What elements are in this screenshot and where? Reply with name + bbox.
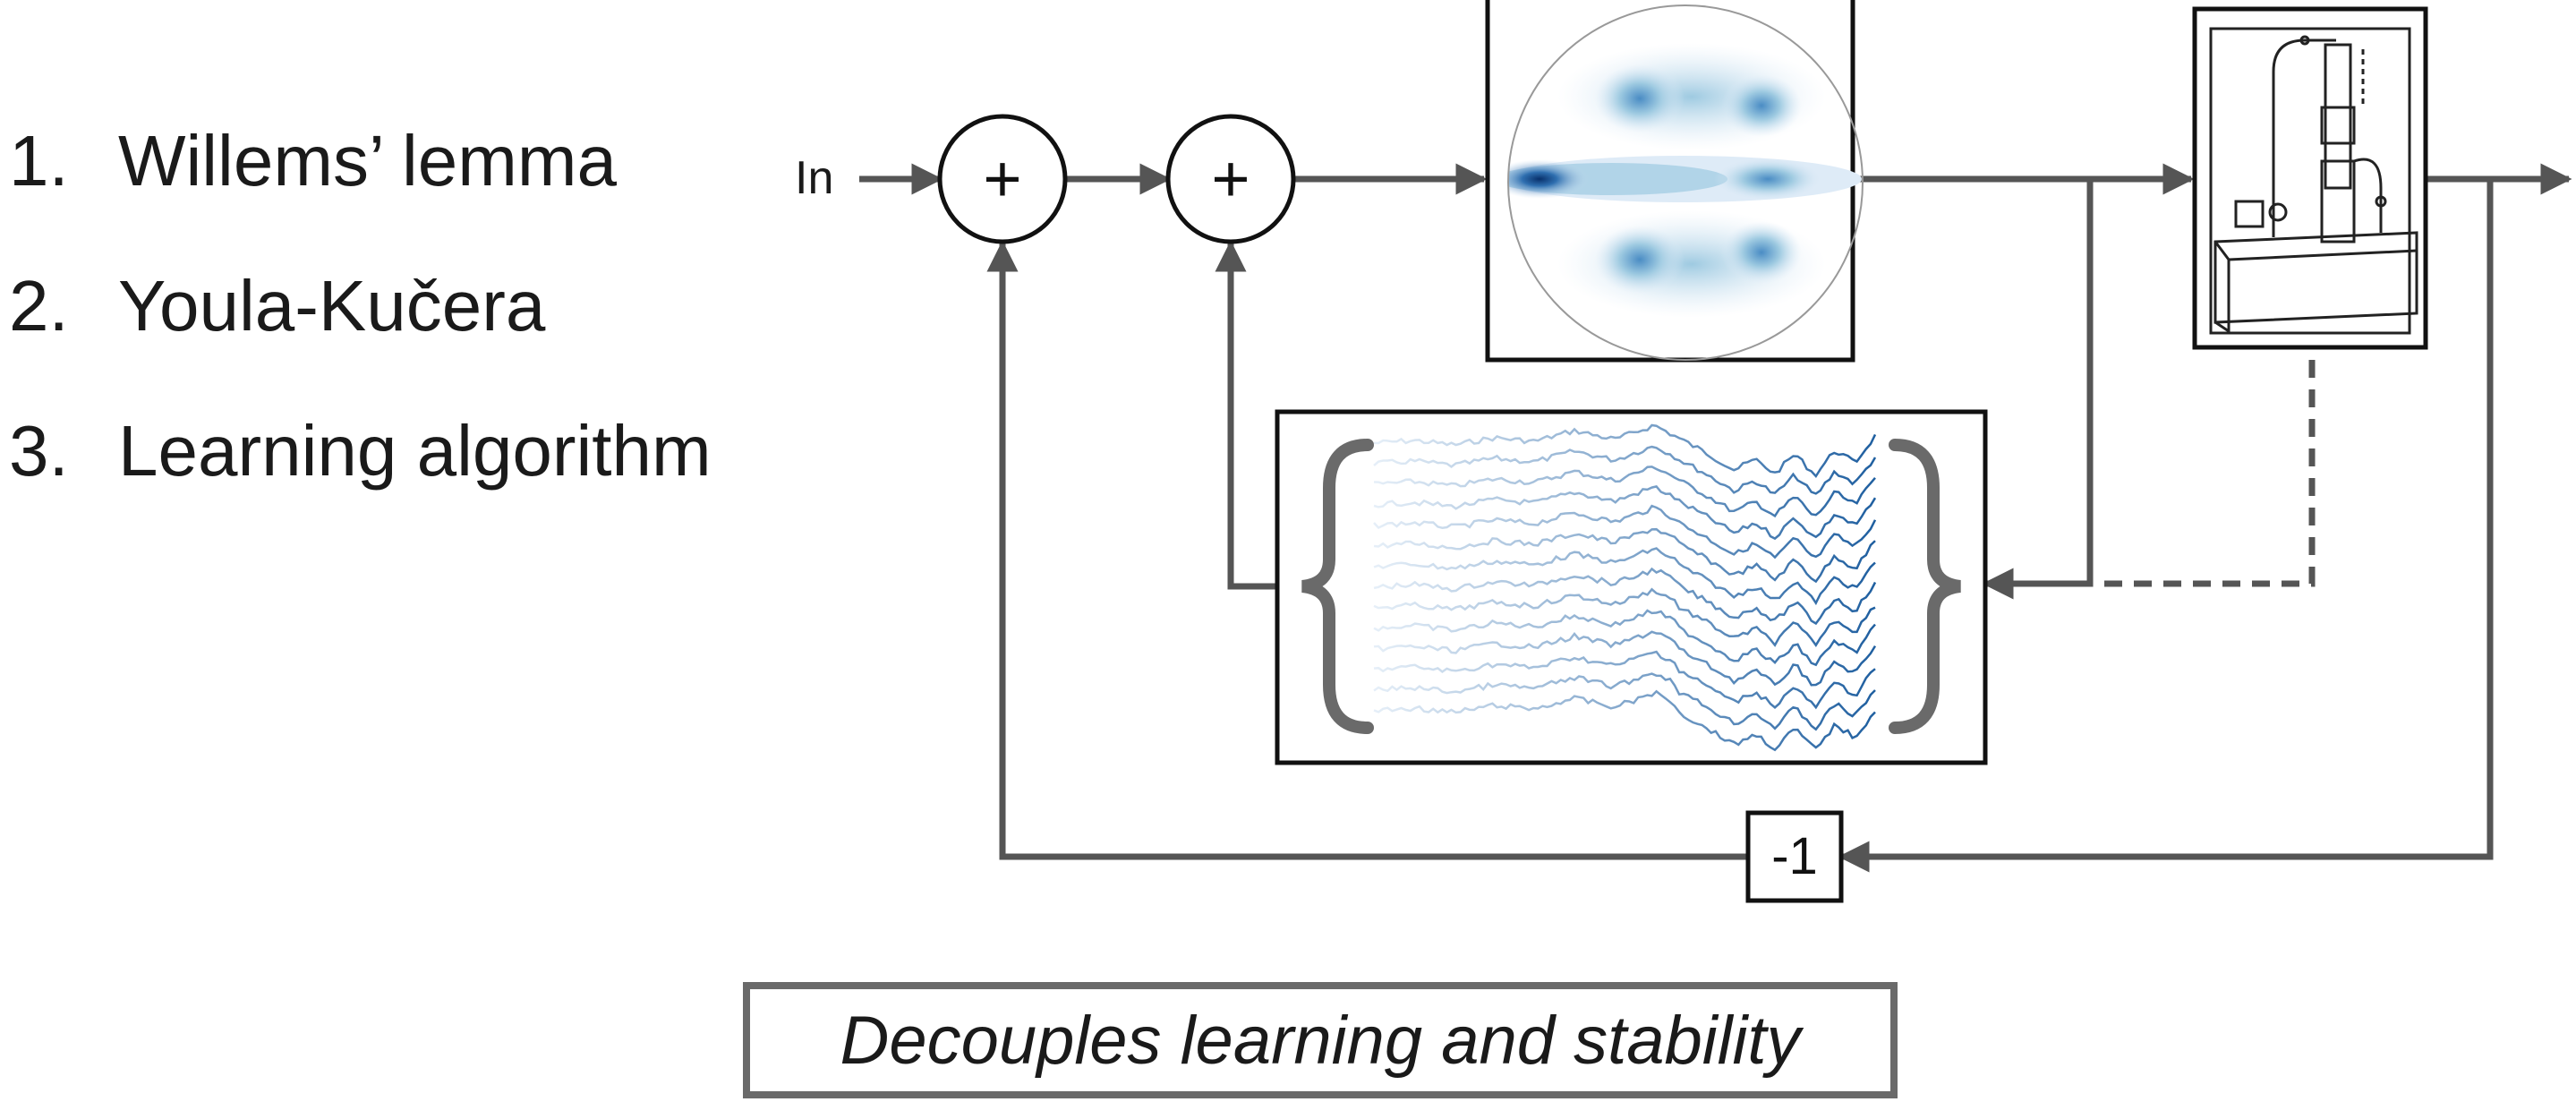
- trajectory-line: [1373, 587, 1876, 647]
- trajectory-line: [1373, 504, 1877, 560]
- left-brace: [1301, 439, 1374, 734]
- trajectory-line: [1373, 650, 1876, 710]
- trajectory-line: [1373, 423, 1877, 479]
- trajectory-line: [1373, 547, 1876, 606]
- right-brace: [1889, 439, 1962, 734]
- gain-block: -1: [1745, 810, 1844, 903]
- sum-junction-2: +: [1165, 114, 1296, 244]
- list-item-text: Learning algorithm: [118, 411, 712, 491]
- trajectory-line: [1373, 527, 1876, 584]
- plus-sign: +: [1211, 141, 1250, 216]
- plus-sign: +: [983, 141, 1021, 216]
- trajectory-line: [1373, 445, 1877, 495]
- trajectory-traces: [1373, 423, 1877, 752]
- trajectory-line: [1373, 689, 1876, 752]
- input-label: In: [795, 152, 833, 204]
- list-item-number: 2.: [9, 266, 69, 346]
- trajectory-line: [1373, 466, 1876, 518]
- caption-text: Decouples learning and stability: [840, 1002, 1801, 1079]
- list-item-number: 3.: [9, 411, 69, 491]
- feedback-wire: [1838, 179, 2494, 873]
- list-item-text: Youla-Kučera: [118, 266, 546, 346]
- list-item-number: 1.: [9, 121, 69, 201]
- controller-block: [1485, 0, 1864, 363]
- signal-wires: [859, 163, 2572, 873]
- plant-block: [2192, 6, 2428, 350]
- density-plot-image: [1508, 43, 1862, 318]
- trajectory-line: [1373, 485, 1877, 541]
- data-to-sum-wire: [1215, 240, 1277, 590]
- trajectory-line: [1373, 630, 1877, 687]
- feedback-return-wire: [986, 240, 1748, 860]
- measurement-dashed-line: [2090, 360, 2316, 587]
- apparatus-image: [2209, 27, 2418, 335]
- data-feed-wire: [1982, 179, 2094, 600]
- sum-junction-1: +: [937, 114, 1068, 244]
- trajectory-line: [1373, 609, 1876, 667]
- list-item-text: Willems’ lemma: [118, 121, 618, 201]
- list-item: 1. Willems’ lemma: [9, 125, 712, 197]
- item-list: 1. Willems’ lemma 2. Youla-Kučera 3. Learni…: [9, 125, 712, 560]
- gain-label: -1: [1771, 827, 1818, 885]
- caption-box: Decouples learning and stability: [743, 982, 1898, 1098]
- list-item: 3. Learning algorithm: [9, 415, 712, 487]
- list-item: 2. Youla-Kučera: [9, 270, 712, 342]
- data-block: [1275, 409, 1988, 765]
- trajectory-line: [1373, 672, 1876, 731]
- trajectory-line: [1373, 567, 1877, 626]
